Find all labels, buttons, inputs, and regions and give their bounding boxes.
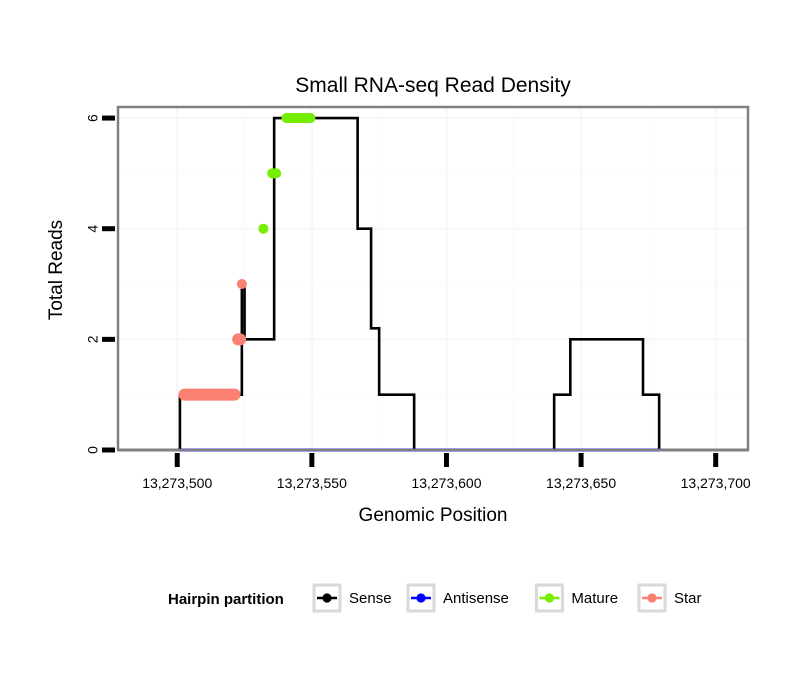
marker-mature [258,223,269,234]
marker-star [178,388,241,401]
chart-legend: Hairpin partition Sense Antisense Mature St… [168,583,702,613]
legend-entry-label: Mature [571,590,618,607]
legend-entry-label: Sense [349,590,392,607]
legend-entry-label: Antisense [443,590,509,607]
legend-key-dot [416,593,426,603]
x-tick-label: 13,273,650 [546,475,616,491]
y-axis: 0 2 4 6 [85,114,115,454]
y-tick-label: 4 [85,225,101,233]
marker-mature [281,113,316,124]
y-tick-label: 2 [85,335,101,343]
y-axis-title: Total Reads [46,220,67,320]
legend-key-dot [647,593,657,603]
x-tick-label: 13,273,550 [277,475,347,491]
marker-star [236,279,247,290]
series-line-sense [118,116,748,452]
legend-key-dot [544,593,555,603]
x-tick-label: 13,273,500 [142,475,212,491]
marker-star [232,333,247,346]
legend-title: Hairpin partition [168,591,284,608]
x-tick-label: 13,273,600 [411,475,481,491]
plot-panel-border [116,105,750,452]
grid-lines [118,107,748,452]
legend-entry-label: Star [674,590,702,607]
x-tick-label: 13,273,700 [681,475,751,491]
marker-mature [267,168,282,179]
legend-entry-antisense[interactable]: Antisense [406,583,509,613]
legend-key-dot [322,593,332,603]
x-axis: 13,273,500 13,273,550 13,273,600 13,273,650… [142,453,751,491]
x-axis-title: Genomic Position [359,505,508,526]
y-tick-label: 0 [85,446,101,454]
legend-entry-mature[interactable]: Mature [534,583,618,613]
y-tick-label: 6 [85,114,101,122]
chart-title: Small RNA-seq Read Density [295,74,571,97]
legend-entry-sense[interactable]: Sense [312,583,392,613]
legend-entry-star[interactable]: Star [637,583,702,613]
